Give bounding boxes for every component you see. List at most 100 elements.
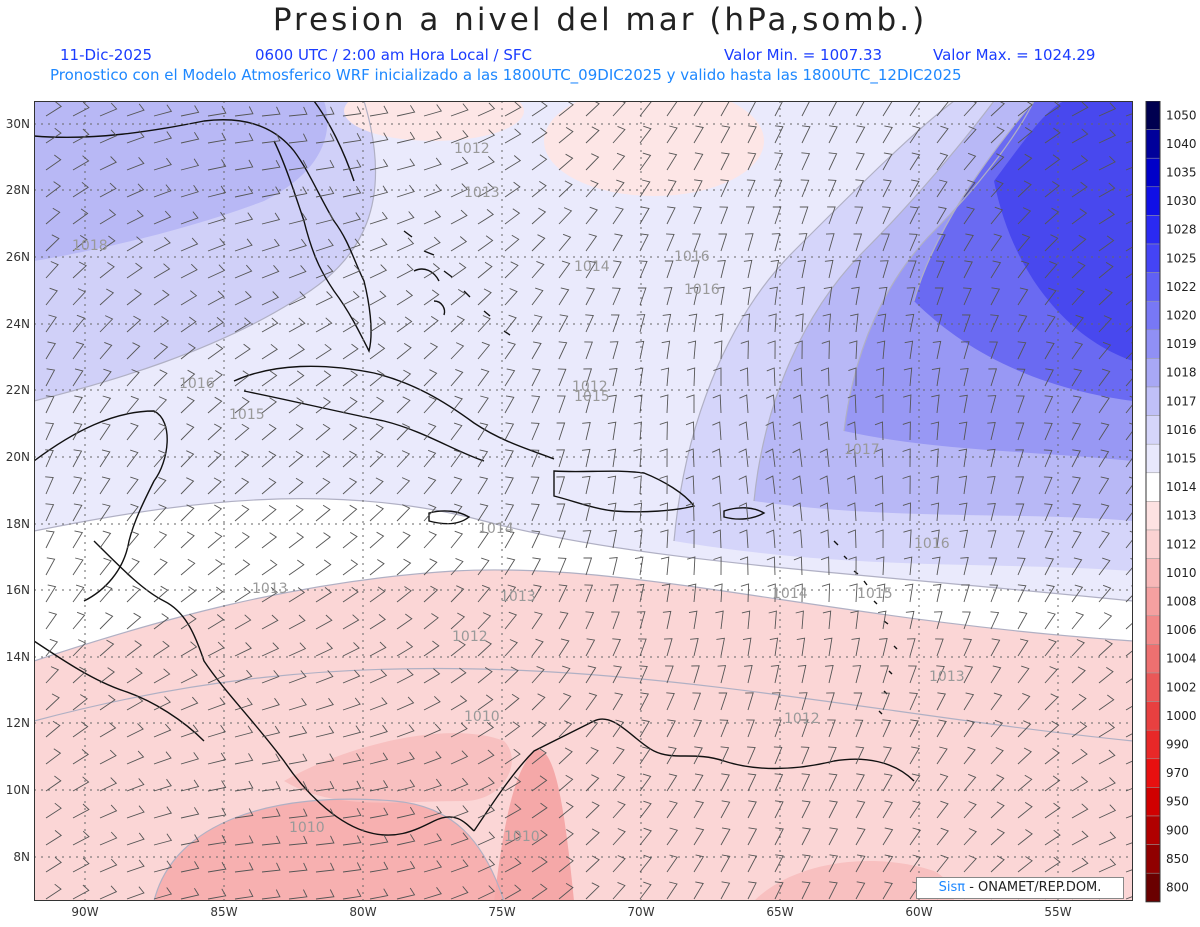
wind-barb: [909, 125, 921, 144]
wind-barb: [936, 233, 946, 252]
wind-barb: [882, 125, 893, 144]
wind-barb: [819, 448, 830, 468]
wind-barb: [1071, 261, 1086, 279]
wind-barb: [766, 367, 776, 387]
wind-barb: [556, 503, 566, 522]
wind-barb: [153, 806, 173, 819]
wind-barb: [45, 127, 62, 144]
wind-barb: [745, 692, 754, 711]
wind-barb: [882, 827, 894, 846]
wind-barb: [531, 829, 548, 846]
wind-barb: [207, 132, 227, 144]
legend-swatch: [1145, 101, 1161, 130]
wind-barb: [797, 664, 807, 684]
contour-label: 1014: [574, 259, 610, 275]
wind-barb: [99, 476, 111, 495]
wind-barb: [99, 182, 117, 198]
wind-barb: [908, 665, 917, 684]
wind-barb: [582, 530, 592, 549]
wind-barb: [717, 665, 727, 684]
wind-barb: [504, 693, 520, 711]
legend-swatch: [1145, 529, 1161, 559]
wind-barb: [477, 858, 496, 873]
wind-barb: [504, 611, 518, 630]
wind-barb: [234, 642, 252, 657]
wind-barb: [1044, 666, 1058, 684]
wind-barb: [342, 159, 362, 171]
wind-barb: [477, 776, 495, 792]
wind-barb: [1098, 858, 1117, 873]
wind-barb: [720, 125, 731, 144]
y-tick-label: 30N: [5, 117, 30, 131]
wind-barb: [874, 448, 884, 468]
wind-barb: [1125, 193, 1133, 198]
wind-barb: [126, 422, 139, 441]
wind-barb: [45, 234, 60, 252]
legend-label: 1000: [1166, 709, 1197, 723]
wind-barb: [1071, 395, 1082, 414]
wind-barb: [423, 210, 442, 225]
wind-barb: [585, 719, 599, 738]
wind-barb: [1044, 234, 1059, 252]
wind-barb: [718, 233, 728, 252]
wind-barb: [1098, 422, 1110, 441]
wind-barb: [72, 530, 84, 549]
wind-barb: [936, 665, 945, 684]
wind-barb: [963, 233, 974, 252]
wind-barb: [72, 288, 87, 306]
wind-barb: [1125, 219, 1133, 225]
wind-barb: [45, 181, 62, 198]
wind-barb: [126, 315, 142, 333]
legend-label: 1020: [1166, 309, 1197, 323]
wind-barb: [234, 808, 254, 819]
wind-barb: [531, 856, 548, 873]
wind-barb: [450, 859, 469, 873]
wind-barb: [396, 724, 415, 738]
wind-barb: [801, 800, 811, 819]
wind-barb: [207, 725, 226, 738]
wind-barb: [288, 133, 308, 144]
wind-barb: [45, 584, 57, 603]
pressure-map: 1012 1013 1014 1015 1016 1017 1018 1010 …: [34, 101, 1133, 901]
wind-barb: [504, 288, 518, 306]
wind-barb: [825, 233, 835, 252]
wind-barb: [585, 206, 598, 225]
wind-barb: [288, 186, 308, 198]
wind-barb: [288, 238, 307, 252]
wind-barb: [369, 861, 389, 873]
wind-barb: [369, 724, 388, 738]
wind-barb: [126, 183, 145, 198]
wind-barb: [718, 692, 728, 711]
legend-swatch: [1145, 758, 1161, 788]
wind-barb: [207, 697, 226, 711]
wind-barb: [1098, 395, 1110, 414]
wind-barb: [558, 260, 571, 279]
wind-barb: [747, 746, 756, 765]
wind-barb: [666, 719, 676, 738]
wind-barb: [931, 394, 940, 414]
wind-barb: [72, 503, 83, 522]
wind-barb: [180, 752, 200, 765]
wind-barb: [685, 448, 695, 468]
wind-barb: [930, 502, 940, 522]
wind-barb: [180, 158, 200, 171]
wind-barb: [261, 423, 277, 441]
legend-swatch: [1145, 586, 1161, 617]
wind-barb: [693, 854, 705, 873]
wind-barb: [423, 723, 442, 738]
wind-barb: [851, 286, 860, 306]
wind-barb: [477, 288, 492, 306]
wind-barb: [663, 638, 673, 657]
wind-barb: [693, 206, 702, 225]
wind-barb: [855, 746, 865, 765]
wind-barb: [1098, 288, 1113, 306]
wind-barb: [662, 610, 672, 630]
wind-barb: [1044, 748, 1060, 765]
wind-barb: [288, 753, 308, 765]
wind-barb: [423, 104, 443, 117]
wind-barb: [635, 583, 645, 603]
wind-barb: [793, 394, 803, 414]
wind-barb: [531, 368, 541, 387]
wind-barb: [765, 502, 776, 522]
wind-barb: [207, 211, 226, 225]
